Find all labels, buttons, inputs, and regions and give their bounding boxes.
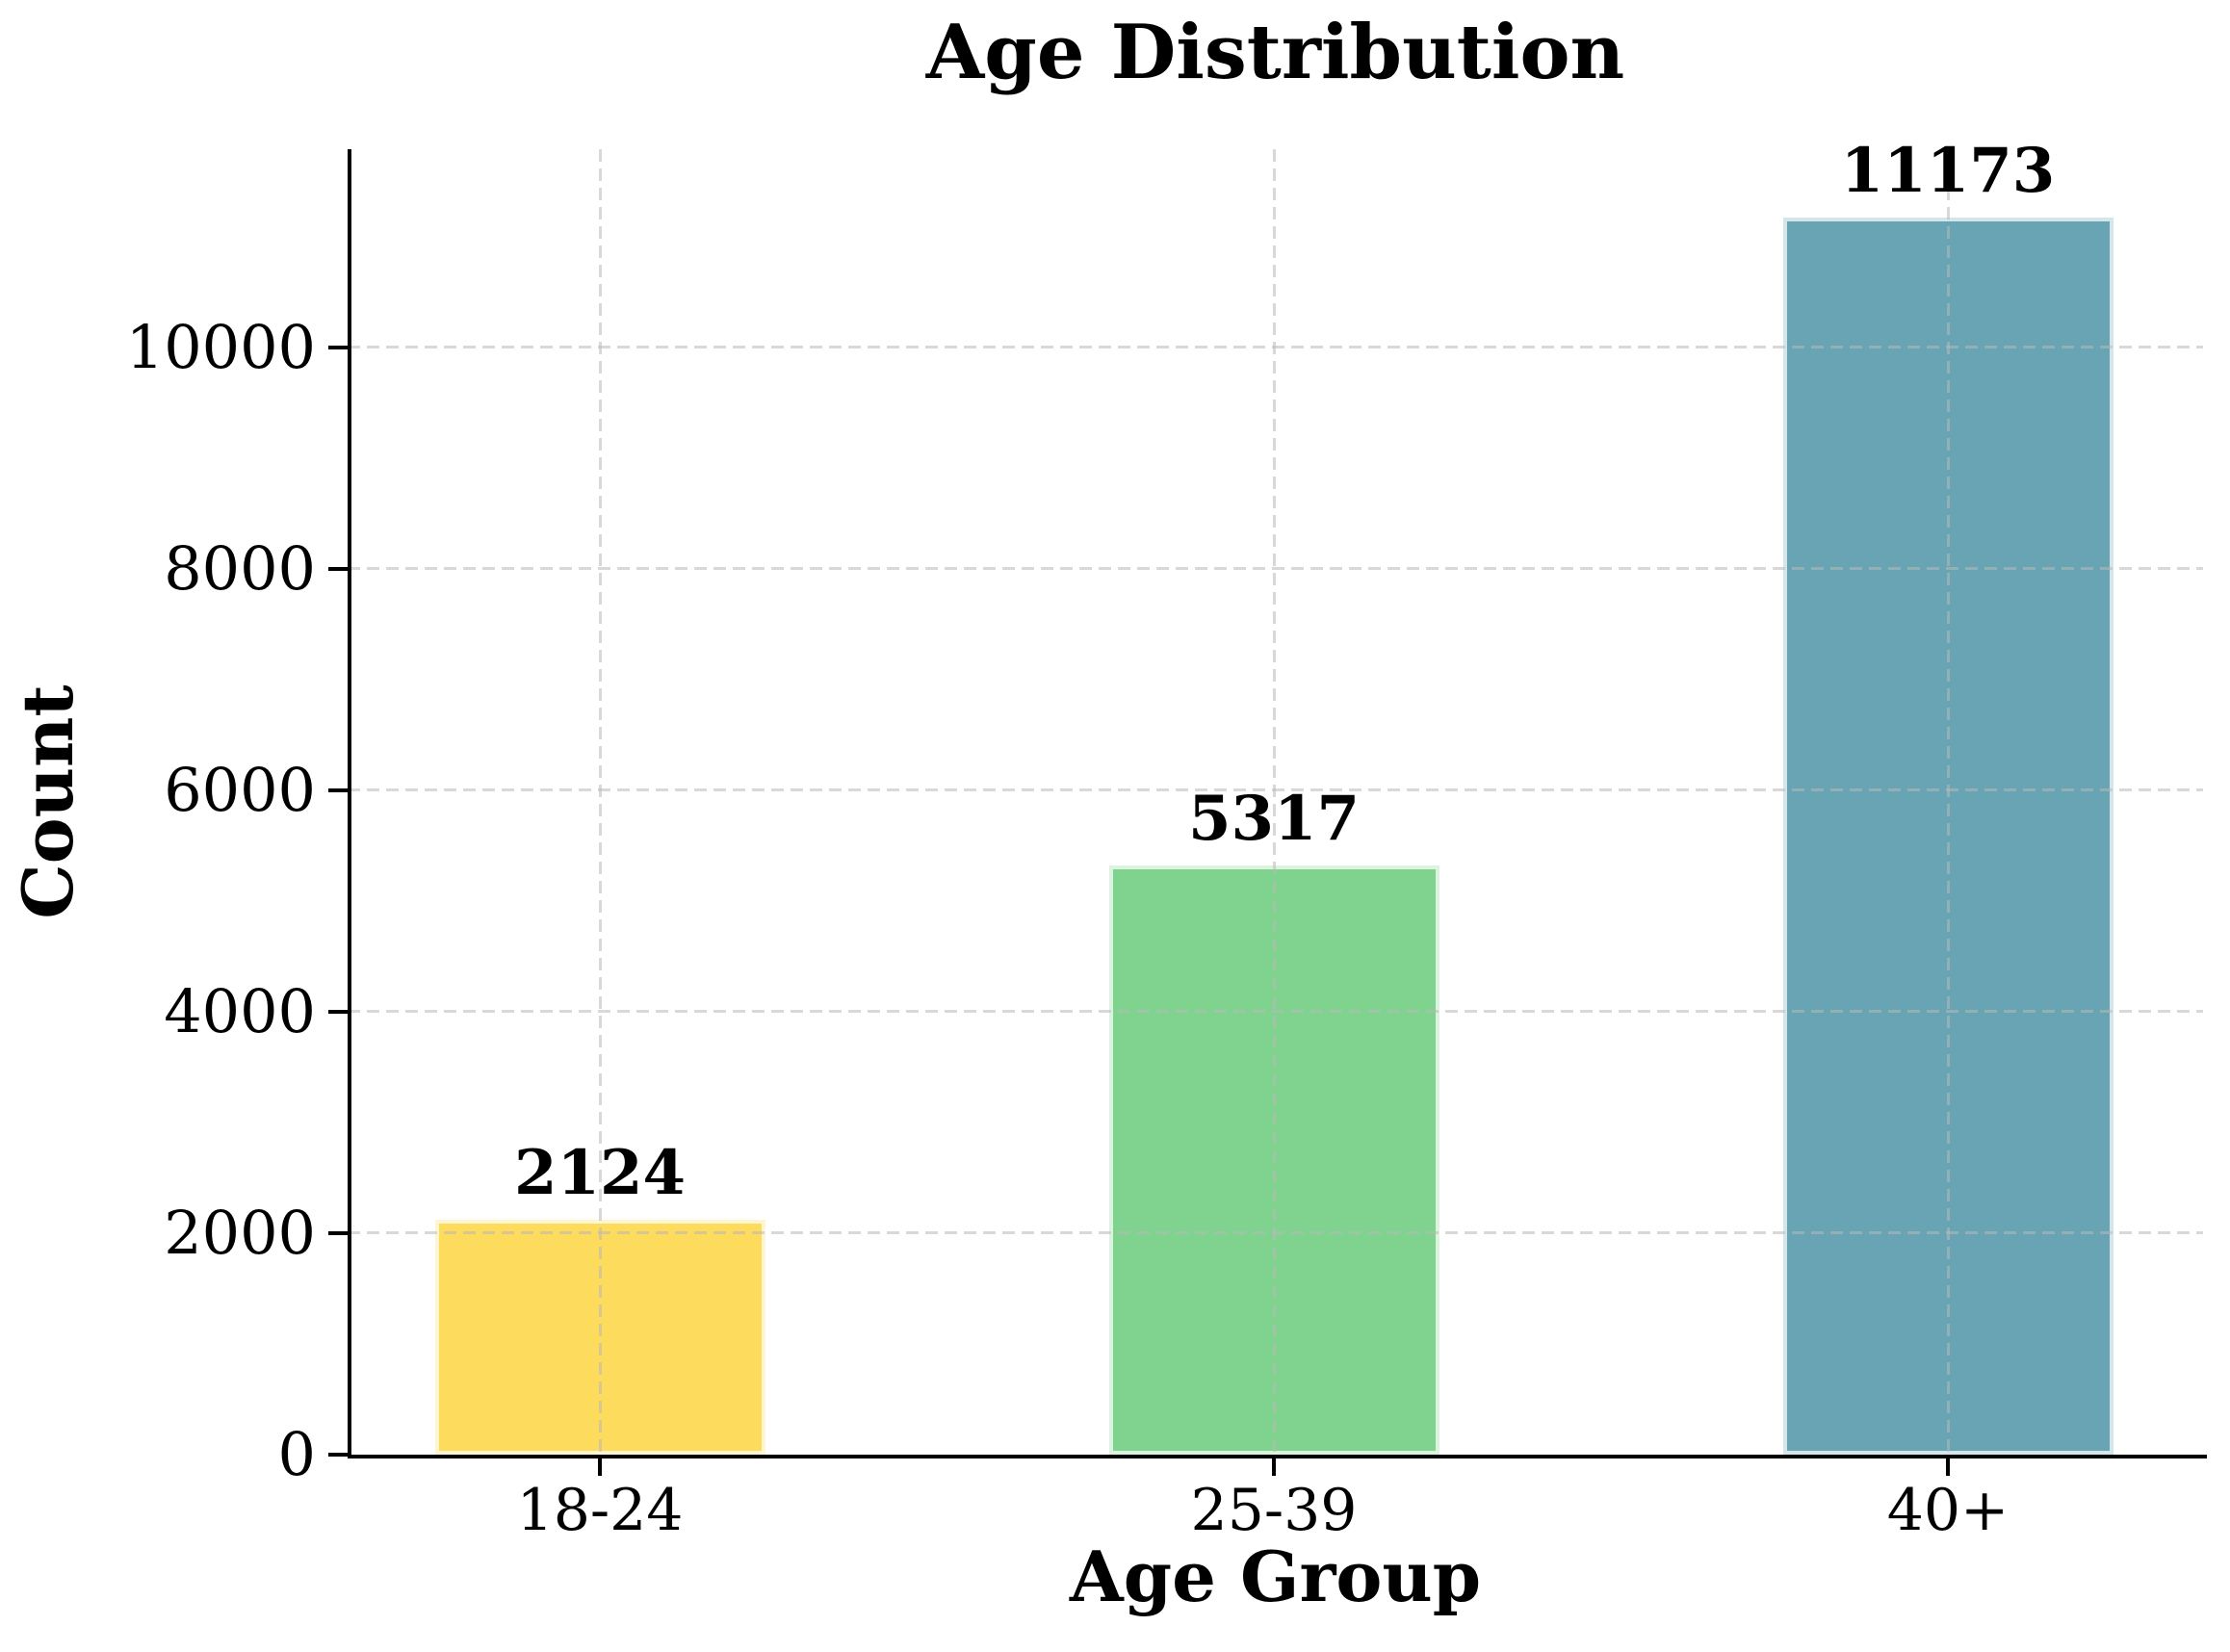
x-tick-25-39: [1272, 1457, 1276, 1476]
y-tick-6000: [328, 787, 348, 792]
y-tick-label-0: 0: [277, 1419, 316, 1489]
chart-title: Age Distribution: [925, 9, 1625, 96]
x-tick-label-40+: 40+: [1886, 1477, 2010, 1544]
y-gridline-8000: [348, 567, 2203, 571]
x-gridline-25-39: [1272, 149, 1276, 1455]
y-tick-0: [328, 1453, 348, 1457]
bar-value-label-25-39: 5317: [1187, 783, 1361, 856]
y-tick-10000: [328, 345, 348, 349]
x-tick-label-18-24: 18-24: [516, 1477, 684, 1544]
x-tick-18-24: [598, 1457, 602, 1476]
x-axis-label: Age Group: [1069, 1536, 1482, 1617]
x-tick-40+: [1946, 1457, 1950, 1476]
x-gridline-40+: [1946, 149, 1950, 1455]
y-tick-2000: [328, 1230, 348, 1235]
y-gridline-4000: [348, 1010, 2203, 1014]
y-tick-label-4000: 4000: [164, 975, 316, 1046]
bar-value-label-40+: 11173: [1840, 134, 2056, 207]
bar-value-label-18-24: 2124: [513, 1136, 687, 1209]
y-tick-label-10000: 10000: [125, 311, 316, 382]
x-tick-label-25-39: 25-39: [1190, 1477, 1358, 1544]
y-tick-8000: [328, 566, 348, 571]
y-tick-label-2000: 2000: [164, 1197, 316, 1268]
x-gridline-18-24: [598, 149, 602, 1455]
y-tick-4000: [328, 1009, 348, 1014]
y-tick-label-8000: 8000: [164, 532, 316, 604]
y-gridline-10000: [348, 346, 2203, 349]
y-gridline-2000: [348, 1231, 2203, 1235]
y-tick-label-6000: 6000: [164, 754, 316, 825]
y-gridline-6000: [348, 788, 2203, 792]
